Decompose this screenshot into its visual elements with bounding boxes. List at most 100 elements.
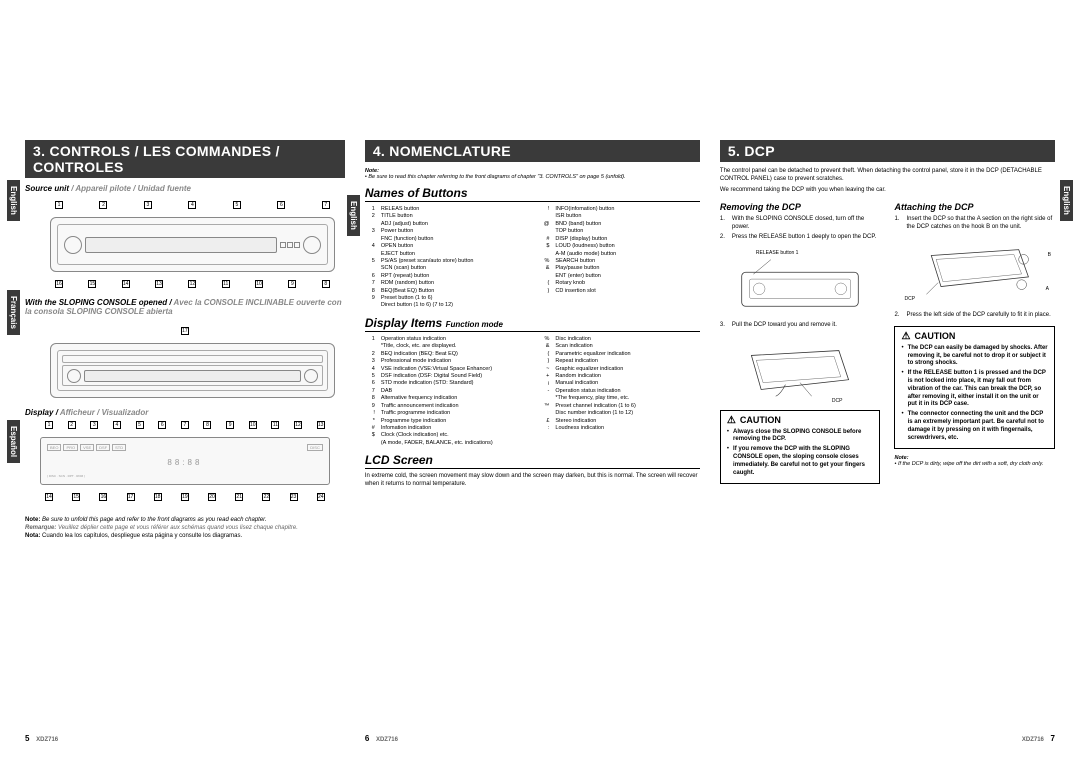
dcp-label-2: DCP (904, 296, 915, 302)
list-item: $LOUD (loudness) button (539, 243, 700, 250)
list-item: @BND (band) button (539, 221, 700, 228)
section-header-4: 4. NOMENCLATURE (365, 140, 700, 162)
section-header-5: 5. DCP (720, 140, 1055, 162)
lcd-text: In extreme cold, the screen movement may… (365, 473, 700, 489)
list-item: *The frequency, play time, etc. (539, 395, 700, 402)
attach-step-2: 2.Press the left side of the DCP careful… (894, 312, 1055, 320)
list-item: 6RPT (repeat) button (365, 273, 526, 280)
caution-h-1: CAUTION (727, 415, 874, 426)
list-item: 2TITLE button (365, 213, 526, 220)
list-item: A-M (audio mode) button (539, 251, 700, 258)
callout: 13 (317, 421, 325, 429)
manual-spread: 3. CONTROLS / LES COMMANDES / CONTROLES … (0, 0, 1080, 763)
callout: 13 (155, 280, 163, 288)
list-item: 9Preset button (1 to 6) (365, 295, 526, 302)
list-item: +Random indication (539, 373, 700, 380)
caution-item: •If the RELEASE button 1 is pressed and … (901, 370, 1048, 409)
buttons-right: !INFO(infomation) buttonISR button@BND (… (539, 206, 700, 310)
list-item: 8BEQ(Beat EQ) Button (365, 288, 526, 295)
callout: 15 (88, 280, 96, 288)
src-fr: Appareil pilote (75, 184, 131, 193)
callout: 14 (45, 493, 53, 501)
di-main: Display Items (365, 316, 442, 330)
remove-steps: 1.With the SLOPING CONSOLE closed, turn … (720, 216, 881, 241)
list-item: ADJ (adjust) button (365, 221, 526, 228)
list-item: &Play/pause button (539, 265, 700, 272)
list-item: %SEARCH button (539, 258, 700, 265)
callout: 12 (188, 280, 196, 288)
list-item: 6STD mode indication (STD: Standard) (365, 380, 526, 387)
list-item: $Clock (Clock indication) etc. (365, 432, 526, 439)
note3-label: Nota: (25, 533, 40, 539)
callout: 9 (288, 280, 296, 288)
disp-es: Visualizador (101, 408, 148, 417)
list-item: Direct button (1 to 6) (7 to 12) (365, 302, 526, 309)
callout: 11 (222, 280, 230, 288)
callout: 11 (271, 421, 279, 429)
callout: 15 (72, 493, 80, 501)
dcp-release-diagram: RELEASE button 1 (720, 248, 881, 316)
list-item: 5PS/AS (preset scan/auto store) button (365, 258, 526, 265)
slope-en: With the SLOPING CONSOLE opened (25, 298, 167, 307)
note3: Cuando lea los capítulos, despliegue est… (42, 533, 242, 539)
callout: 22 (262, 493, 270, 501)
dn-text: If the DCP is dirty, wipe off the dirt w… (898, 461, 1043, 467)
callout: 18 (154, 493, 162, 501)
display-left: 1Operation status indication*Title, cloc… (365, 336, 526, 447)
callout: 10 (255, 280, 263, 288)
lang-tab-english: English (7, 180, 20, 221)
remove-step-3: 3.Pull the DCP toward you and remove it. (720, 322, 881, 330)
di-sub: Function mode (446, 320, 503, 329)
callouts-bot-3: 1415161718192021222324 (25, 491, 345, 501)
list-item: 4OPEN button (365, 243, 526, 250)
display-right: %Disc indication&Scan indication(Paramet… (539, 336, 700, 447)
lang-tab-francais: Français (7, 290, 20, 335)
list-item: ~Graphic equalizer indication (539, 366, 700, 373)
release-svg (732, 248, 868, 316)
display-label: Display / Afficheur / Visualizador (25, 408, 345, 417)
list-item: 3Professional mode indication (365, 358, 526, 365)
note2-label: Remarque: (25, 525, 56, 531)
list-item: 8Alternative frequency indication (365, 395, 526, 402)
sloping-console-note: With the SLOPING CONSOLE opened / Avec l… (25, 298, 345, 316)
label-b: B (1048, 252, 1051, 258)
list-item: &Scan indication (539, 343, 700, 350)
callout: 3 (144, 201, 152, 209)
list-item: (A mode, FADER, BALANCE, etc. indication… (365, 440, 526, 447)
attach-steps: 1.Insert the DCP so that the A section o… (894, 216, 1055, 232)
dcp-attach-diagram: B A DCP (894, 238, 1055, 306)
disp-fr: Afficheur (60, 408, 95, 417)
device-diagram-3: BEOPROVSEDSFSTDDISC 88:88 ( DISC · SCN ·… (40, 437, 330, 485)
attaching-dcp-h: Attaching the DCP (894, 202, 1055, 212)
dcp-remove-col: Removing the DCP 1.With the SLOPING CONS… (720, 198, 881, 490)
callout: 9 (226, 421, 234, 429)
buttons-list: 1RELEAS button2TITLE buttonADJ (adjust) … (365, 206, 700, 310)
callout: 4 (188, 201, 196, 209)
callout: 10 (249, 421, 257, 429)
sep2: / (131, 184, 138, 193)
intro1: The control panel can be detached to pre… (720, 168, 1055, 184)
removing-dcp-h: Removing the DCP (720, 202, 881, 212)
callout: 7 (181, 421, 189, 429)
callout: 21 (235, 493, 243, 501)
lcd-screen-h: LCD Screen (365, 453, 700, 469)
callouts-top-3: 12345678910111213 (25, 421, 345, 431)
source-unit-label: Source unit / Appareil pilote / Unidad f… (25, 184, 345, 193)
rs3: Pull the DCP toward you and remove it. (732, 322, 837, 330)
nomen-note: Note:• Be sure to read this chapter refe… (365, 168, 700, 180)
caution-item: •Always close the SLOPING CONSOLE before… (727, 429, 874, 445)
caution-item: •If you remove the DCP with the SLOPING … (727, 446, 874, 477)
page-footer-5: 5 XDZ716 (25, 734, 58, 743)
list-item: !INFO(infomation) button (539, 206, 700, 213)
list-item: 7RDM (random) button (365, 280, 526, 287)
callout: 16 (55, 280, 63, 288)
dcp-note: Note:• If the DCP is dirty, wipe off the… (894, 455, 1055, 467)
slope-fr: Avec la CONSOLE INCLINABLE ouverte (174, 298, 326, 307)
dcp-columns: Removing the DCP 1.With the SLOPING CONS… (720, 198, 1055, 490)
step: 1.With the SLOPING CONSOLE closed, turn … (720, 216, 881, 232)
list-item: *Title, clock, etc. are displayed. (365, 343, 526, 350)
nn-text: Be sure to read this chapter referring t… (368, 174, 625, 180)
list-item: *Programme type indication (365, 418, 526, 425)
page-num-7: 7 (1051, 734, 1055, 743)
callout: 23 (290, 493, 298, 501)
